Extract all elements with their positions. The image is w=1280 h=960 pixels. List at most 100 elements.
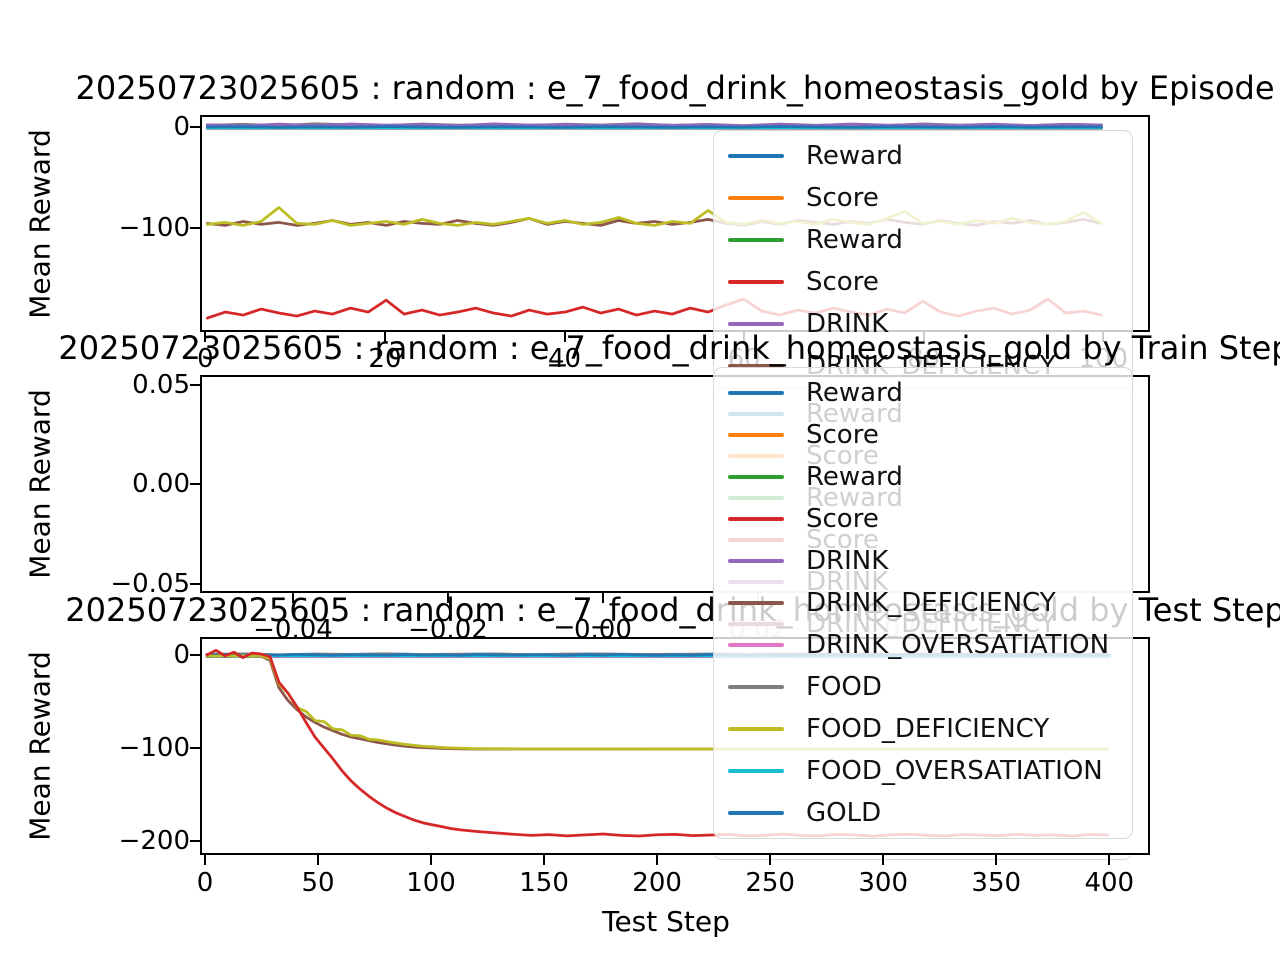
legend-entry-label: DRINK <box>806 309 889 339</box>
legend-entry-label: FOOD_DEFICIENCY <box>806 714 1050 744</box>
legend-entry: GOLD <box>714 792 1132 834</box>
x-tick-mark <box>446 593 449 603</box>
legend-entry-label: Reward <box>806 378 903 408</box>
x-tick-mark <box>601 593 604 603</box>
legend-entry-label: Score <box>806 267 879 297</box>
x-tick-mark <box>1108 855 1111 865</box>
legend-entry: Score <box>714 177 1132 219</box>
y-tick-label: 0.05 <box>132 369 190 400</box>
legend-entry-label: DRINK_OVERSATIATION <box>806 630 1110 660</box>
y-axis-label-episode: Mean Reward <box>23 128 57 319</box>
x-tick-label: 40 <box>548 344 582 374</box>
legend-line-swatch <box>728 769 784 773</box>
x-tick-mark <box>769 855 772 865</box>
y-tick-label: −100 <box>118 213 190 244</box>
legend-line-swatch <box>728 559 784 563</box>
legend-entry: DRINK <box>714 540 1132 582</box>
legend-line-swatch <box>728 280 784 284</box>
legend-entry-label: Score <box>806 183 879 213</box>
x-tick-mark <box>291 593 294 603</box>
x-tick-mark <box>882 855 885 865</box>
legend-entry: Reward <box>714 135 1132 177</box>
legend-entry-label: Score <box>806 420 879 450</box>
legend-entry-label: Reward <box>806 141 903 171</box>
legend-line-swatch <box>728 517 784 521</box>
x-tick-mark <box>203 855 206 865</box>
legend-test: Reward Score Reward Score DRINK DRINK_DEFICIE… <box>713 367 1133 839</box>
legend-entry: Score <box>714 498 1132 540</box>
legend-line-swatch <box>728 322 784 326</box>
x-tick-label: 300 <box>858 868 909 898</box>
series-line-food_deficiency <box>205 654 1109 751</box>
y-tick-mark <box>190 125 200 128</box>
legend-entry-label: Reward <box>806 462 903 492</box>
y-tick-mark <box>190 747 200 750</box>
legend-line-swatch <box>728 196 784 200</box>
y-tick-label: −0.05 <box>110 569 190 600</box>
y-tick-mark <box>190 227 200 230</box>
plot-title-episode: 20250723025605 : random : e_7_food_drink… <box>75 69 1275 107</box>
y-tick-mark <box>190 840 200 843</box>
legend-line-swatch <box>728 391 784 395</box>
legend-entry-label: GOLD <box>806 798 882 828</box>
x-tick-label: 350 <box>971 868 1022 898</box>
legend-line-swatch <box>728 238 784 242</box>
y-tick-mark <box>190 654 200 657</box>
x-tick-label: 150 <box>519 868 569 898</box>
x-axis-label-test: Test Step <box>602 905 730 938</box>
x-tick-label: 20 <box>368 344 402 374</box>
legend-entry: DRINK_DEFICIENCY <box>714 582 1132 624</box>
x-tick-label: 400 <box>1084 868 1135 898</box>
legend-line-swatch <box>728 643 784 647</box>
y-tick-label: −200 <box>118 826 190 857</box>
legend-entry: Reward <box>714 456 1132 498</box>
y-tick-mark <box>190 383 200 386</box>
x-tick-label: 250 <box>745 868 795 898</box>
x-tick-mark <box>383 332 386 342</box>
plot-title-train: 20250723025605 : random : e_7_food_drink… <box>58 329 1280 367</box>
x-tick-label: 50 <box>301 868 335 898</box>
y-tick-label: −100 <box>118 733 190 764</box>
y-tick-label: 0.00 <box>132 469 190 500</box>
series-line-reward <box>205 125 1103 129</box>
y-axis-label-train: Mean Reward <box>23 389 57 579</box>
y-tick-label: 0 <box>173 111 190 142</box>
x-tick-mark <box>317 855 319 865</box>
legend-entry-label: FOOD_OVERSATIATION <box>806 756 1103 786</box>
x-tick-mark <box>995 855 998 865</box>
legend-line-swatch <box>728 154 784 158</box>
legend-entry: DRINK_OVERSATIATION <box>714 624 1132 666</box>
legend-entry-label: DRINK <box>806 546 889 576</box>
legend-entry: Score <box>714 414 1132 456</box>
legend-entry: FOOD <box>714 666 1132 708</box>
legend-entry: DRINK <box>714 303 1132 345</box>
legend-line-swatch <box>728 727 784 731</box>
x-tick-label: 100 <box>406 868 456 898</box>
legend-line-swatch <box>728 433 784 437</box>
x-tick-mark <box>656 855 659 865</box>
legend-line-swatch <box>728 364 784 368</box>
y-axis-label-test: Mean Reward <box>23 651 57 841</box>
series-line-drink <box>205 122 1103 128</box>
x-tick-label: 0 <box>196 868 214 898</box>
legend-entry-label: Reward <box>806 225 903 255</box>
x-tick-label: 200 <box>632 868 682 898</box>
legend-line-swatch <box>728 475 784 479</box>
legend-entry-label: DRINK_DEFICIENCY <box>806 588 1056 618</box>
legend-entry: FOOD_DEFICIENCY <box>714 708 1132 750</box>
legend-entry-label: FOOD <box>806 672 882 702</box>
x-tick-mark <box>430 855 433 865</box>
y-tick-mark <box>190 583 200 586</box>
legend-entry-label: Score <box>806 504 879 534</box>
legend-entry: Score <box>714 261 1132 303</box>
x-tick-mark <box>204 332 207 342</box>
y-tick-mark <box>190 483 200 486</box>
legend-entry: Reward <box>714 219 1132 261</box>
legend-line-swatch <box>728 685 784 689</box>
legend-entry: Reward <box>714 372 1132 414</box>
x-tick-label: 0 <box>197 344 214 374</box>
legend-line-swatch <box>728 811 784 815</box>
legend-line-swatch <box>728 601 784 605</box>
x-tick-mark <box>543 855 546 865</box>
